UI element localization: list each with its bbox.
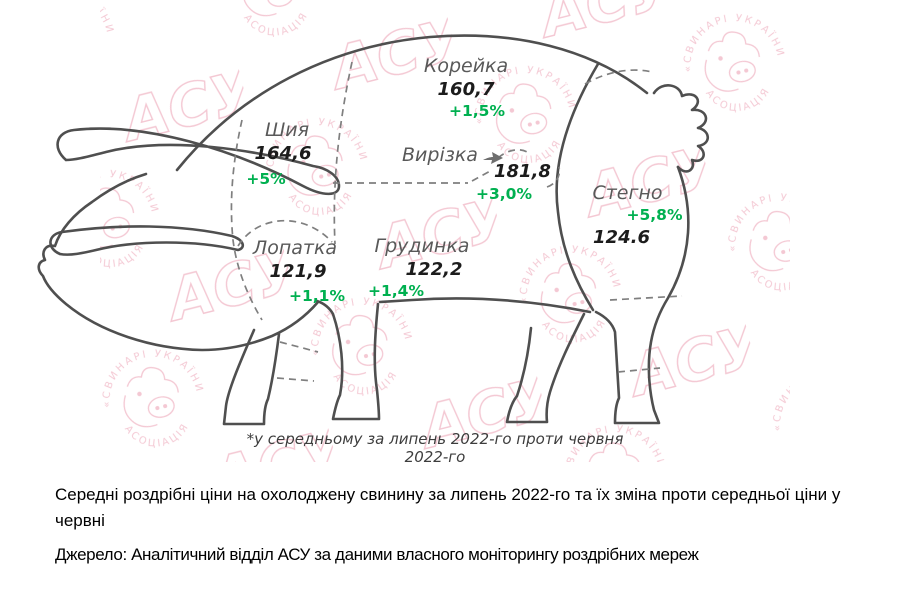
pig-ear-far	[49, 225, 245, 256]
cut-label-tenderloin: Вирізка 181,8 +3,0%	[402, 143, 582, 223]
cut-name: Вирізка	[402, 144, 478, 166]
cut-price: 164,6	[254, 143, 312, 164]
cut-label-loin: Корейка 160,7 +1,5%	[400, 54, 532, 122]
cut-name: Шия	[264, 119, 310, 141]
cut-name: Стегно	[592, 182, 663, 204]
cut-price: 124.6	[593, 227, 650, 248]
cut-name: Лопатка	[252, 237, 338, 259]
pig-cuts-figure: «СВИНАРІ УКРАЇНИ» АСОЦІАЦІЯ АСУ	[37, 0, 790, 462]
cut-change: +5,8%	[626, 206, 683, 224]
cut-name: Грудинка	[374, 235, 470, 257]
watermark-tile-area	[100, 0, 790, 462]
cut-price: 181,8	[494, 161, 551, 182]
cut-price: 122,2	[405, 259, 463, 280]
cut-change: +1,5%	[449, 102, 505, 120]
cut-label-ham: Стегно +5,8% 124.6	[565, 181, 690, 249]
cut-division-lines	[230, 61, 683, 382]
cut-price: 121,9	[269, 261, 327, 282]
cut-price: 160,7	[437, 79, 495, 100]
pig-tail	[652, 84, 710, 173]
pointer-arrow-icon	[482, 150, 504, 169]
cut-name: Корейка	[423, 55, 509, 77]
cut-change: +1,4%	[368, 282, 424, 300]
figure-source: Джерело: Аналітичний відділ АСУ за даним…	[55, 545, 699, 564]
pig-ear	[56, 127, 341, 196]
cut-label-brisket: Грудинка 122,2 +1,4%	[361, 234, 483, 302]
cut-label-neck: Шия 164,6 +5%	[228, 118, 346, 188]
figure-caption: Середні роздрібні ціни на охолоджену сви…	[55, 485, 841, 530]
figure-footnote: *у середньому за липень 2022-го проти че…	[246, 430, 624, 466]
pig-outline	[37, 34, 710, 426]
cut-change: +1,1%	[289, 287, 345, 305]
cut-change: +5%	[246, 170, 286, 188]
cut-label-shoulder: Лопатка 121,9 +1,1%	[235, 236, 355, 305]
cut-change: +3,0%	[476, 185, 532, 203]
